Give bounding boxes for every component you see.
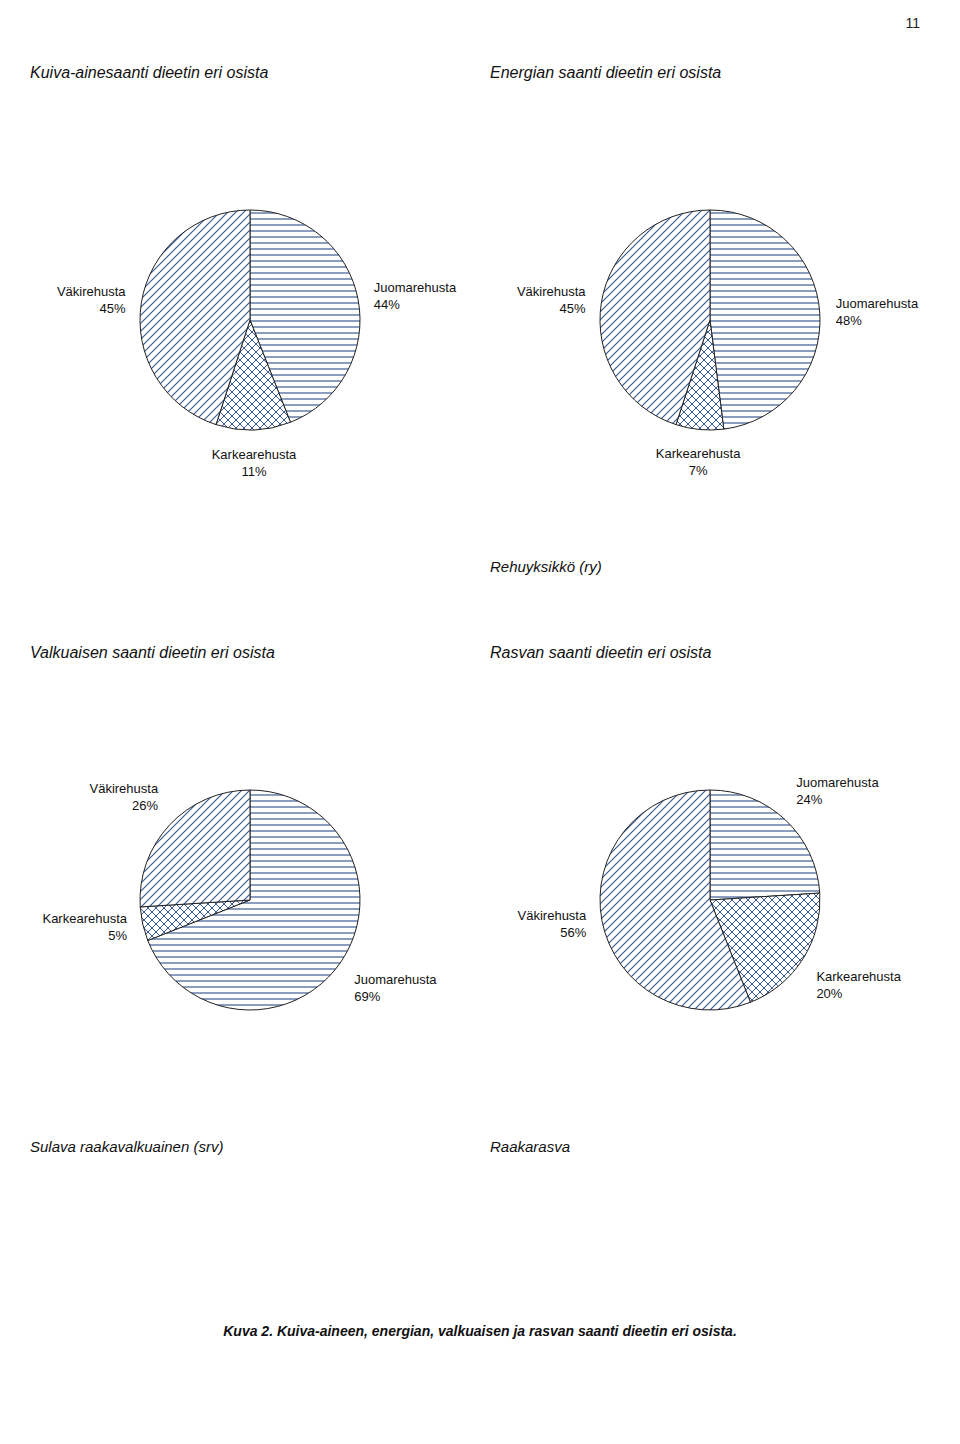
pie-slice xyxy=(600,210,710,425)
slice-label: Karkearehusta xyxy=(212,447,297,462)
slice-label: Juomarehusta xyxy=(374,280,457,295)
wedges xyxy=(140,790,360,1010)
data-label: 20% xyxy=(816,986,842,1001)
chart: Rasvan saanti dieetin eri osista Raakaras… xyxy=(490,644,902,1155)
slice-label: Juomarehusta xyxy=(354,972,437,987)
chart-title: Kuiva-ainesaanti dieetin eri osista xyxy=(30,64,268,81)
slice-label: Juomarehusta xyxy=(836,296,919,311)
chart-subtitle: Sulava raakavalkuainen (srv) xyxy=(30,1138,223,1155)
data-label: 26% xyxy=(132,798,158,813)
labels: Juomarehusta 48% Karkearehusta 7% Väkirehust… xyxy=(517,284,919,478)
data-label: 48% xyxy=(836,313,862,328)
wedges xyxy=(600,210,820,430)
data-label: 11% xyxy=(241,464,266,479)
slice-label: Juomarehusta xyxy=(796,775,879,790)
data-label: 69% xyxy=(354,989,380,1004)
chart-title: Energian saanti dieetin eri osista xyxy=(490,64,721,81)
slice-label: Karkearehusta xyxy=(816,969,901,984)
data-label: 56% xyxy=(560,925,586,940)
slice-label: Karkearehusta xyxy=(42,911,127,926)
data-label: 45% xyxy=(100,301,126,316)
labels: Juomarehusta 24% Karkearehusta 20% Väkirehus… xyxy=(518,775,902,1000)
slice-label: Väkirehusta xyxy=(57,284,126,299)
data-label: 45% xyxy=(560,301,586,316)
chart: Energian saanti dieetin eri osista Rehuyk… xyxy=(490,64,919,575)
pie-slice xyxy=(710,210,820,429)
slice-label: Väkirehusta xyxy=(517,284,586,299)
data-label: 44% xyxy=(374,297,400,312)
slice-label: Väkirehusta xyxy=(89,781,158,796)
chart: Kuiva-ainesaanti dieetin eri osista Juoma… xyxy=(30,64,457,479)
caption: Kuva 2. Kuiva-aineen, energian, valkuais… xyxy=(223,1323,737,1339)
background xyxy=(0,0,960,1444)
page-number: 11 xyxy=(905,15,920,31)
labels: Juomarehusta 44% Karkearehusta 11% Väkirehus… xyxy=(57,280,457,479)
labels: Juomarehusta 69% Karkearehusta 5% Väkirehust… xyxy=(42,781,437,1004)
chart-subtitle: Rehuyksikkö (ry) xyxy=(490,558,602,575)
wedges xyxy=(140,210,360,430)
slice-label: Väkirehusta xyxy=(518,908,587,923)
data-label: 5% xyxy=(108,928,127,943)
wedges xyxy=(600,790,820,1010)
data-label: 7% xyxy=(689,463,708,478)
chart-subtitle: Raakarasva xyxy=(490,1138,570,1155)
chart: Valkuaisen saanti dieetin eri osista Sula… xyxy=(30,644,437,1155)
pie-slice xyxy=(600,790,750,1010)
data-label: 24% xyxy=(796,792,822,807)
slice-label: Karkearehusta xyxy=(656,446,741,461)
pie-slice xyxy=(140,210,250,425)
chart-title: Rasvan saanti dieetin eri osista xyxy=(490,644,712,661)
chart-title: Valkuaisen saanti dieetin eri osista xyxy=(30,644,275,661)
page: 11 Kuiva-ainesaanti dieetin eri osista Juo… xyxy=(0,0,960,1444)
